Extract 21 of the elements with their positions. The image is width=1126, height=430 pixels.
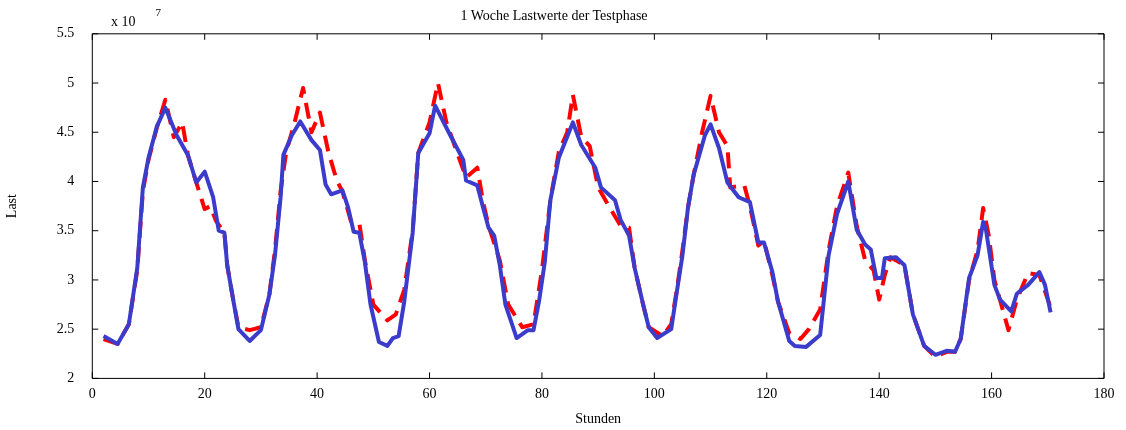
y-tick-label: 3: [67, 271, 75, 287]
x-tick-label: 80: [534, 386, 549, 402]
y-tick-label: 2.5: [56, 320, 75, 336]
x-tick-label: 40: [310, 386, 325, 402]
x-tick-label: 180: [1093, 386, 1115, 402]
y-tick-label: 4: [67, 173, 75, 189]
x-tick-label: 100: [643, 386, 665, 402]
y-tick-label: 3.5: [56, 222, 75, 238]
y-tick-label: 5.5: [56, 25, 75, 41]
x-tick-label: 20: [197, 386, 212, 402]
y-tick-label: 5: [67, 74, 75, 90]
x-axis-title: Stunden: [575, 411, 622, 427]
x-tick-label: 60: [422, 386, 437, 402]
y-axis-title: Last: [4, 193, 20, 219]
y-tick-label: 2: [67, 370, 75, 386]
x-tick-label: 140: [868, 386, 890, 402]
x-tick-label: 0: [88, 386, 96, 402]
chart-title: 1 Woche Lastwerte der Testphase: [460, 8, 648, 24]
y-tick-label: 4.5: [56, 123, 75, 139]
x-tick-label: 160: [981, 386, 1003, 402]
x-tick-label: 120: [756, 386, 778, 402]
